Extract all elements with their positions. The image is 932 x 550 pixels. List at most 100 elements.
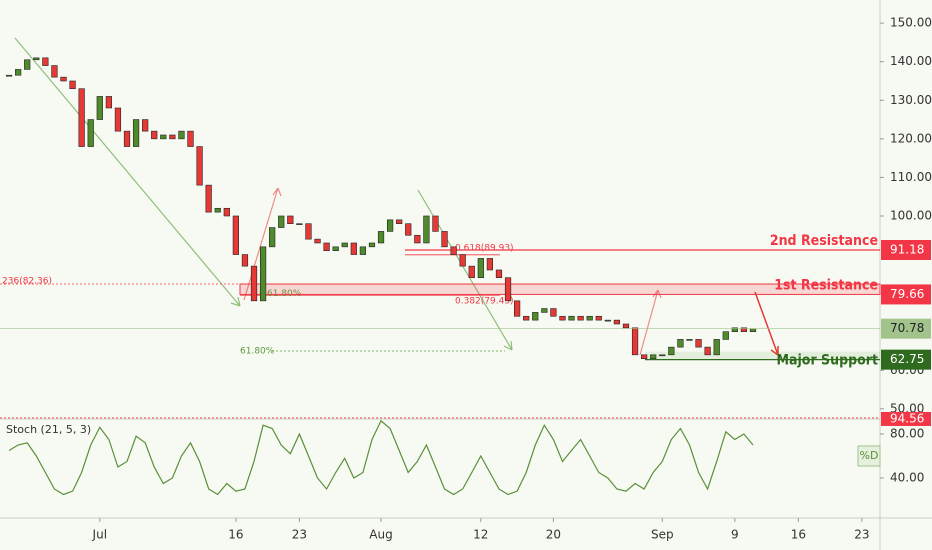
- level-label: Major Support: [776, 353, 878, 369]
- candle: [114, 107, 122, 132]
- y-tick-label: 100.00: [890, 208, 932, 222]
- candle: [205, 184, 212, 213]
- arrow: [754, 291, 779, 356]
- fib-label: 0.382(79.45): [455, 297, 514, 307]
- candle: [532, 312, 539, 321]
- candle: [323, 242, 330, 251]
- candle: [359, 246, 366, 255]
- price-box-label: 94.56: [890, 411, 924, 425]
- candle: [169, 134, 176, 140]
- candle: [87, 119, 94, 147]
- candle: [704, 346, 711, 356]
- candle: [196, 146, 203, 186]
- candle: [296, 223, 303, 225]
- candle: [695, 339, 702, 348]
- candle: [287, 215, 294, 224]
- y-tick-label: 110.00: [890, 170, 932, 184]
- candle: [504, 277, 512, 302]
- x-tick-label: Jul: [92, 528, 107, 542]
- price-box-label: 79.66: [890, 287, 924, 301]
- candle: [577, 315, 584, 321]
- x-tick-label: Sep: [651, 528, 674, 542]
- candle: [631, 327, 639, 356]
- x-tick-label: 16: [228, 528, 243, 542]
- candle: [42, 57, 49, 66]
- fib-label: 61.80%: [267, 289, 302, 299]
- x-tick-label: 23: [292, 528, 307, 542]
- arrows: [14, 37, 779, 356]
- fib-label: 236(82.36): [2, 277, 52, 287]
- fib-label: 0.618(89.93): [455, 243, 514, 253]
- candle: [232, 215, 239, 255]
- price-box-label: 91.18: [890, 243, 924, 257]
- candle: [105, 96, 112, 109]
- candle: [450, 246, 457, 255]
- candle: [559, 315, 566, 321]
- x-tick-label: 20: [546, 528, 561, 542]
- candle: [123, 130, 131, 147]
- candle: [650, 354, 657, 359]
- candle: [142, 119, 149, 132]
- candle: [749, 328, 757, 332]
- candle: [341, 242, 348, 248]
- candle: [568, 315, 575, 321]
- candle: [659, 354, 666, 357]
- candle: [314, 238, 321, 244]
- price-box: [881, 284, 931, 305]
- candle: [278, 215, 285, 228]
- candle: [33, 57, 40, 61]
- candle: [78, 88, 85, 147]
- candle: [495, 269, 503, 278]
- resistance-zone: [239, 283, 881, 295]
- candle: [713, 339, 720, 356]
- candle: [69, 80, 76, 90]
- price-box: [881, 411, 931, 426]
- level-label: 2nd Resistance: [770, 233, 878, 249]
- arrow: [14, 37, 241, 307]
- candle: [740, 327, 748, 332]
- candle: [132, 119, 140, 147]
- candle: [368, 242, 376, 248]
- price-box-label: 70.78: [890, 321, 924, 335]
- candle: [486, 258, 494, 271]
- candle: [96, 96, 103, 120]
- candle: [514, 300, 521, 317]
- candle: [178, 130, 185, 140]
- level-label: 1st Resistance: [774, 277, 878, 293]
- candle: [5, 74, 13, 77]
- indicator-title: Stoch (21, 5, 3): [6, 423, 91, 436]
- candle: [414, 234, 421, 244]
- candle: [604, 319, 611, 322]
- legend-box: [857, 445, 881, 467]
- candle: [214, 207, 221, 213]
- candle: [377, 231, 385, 244]
- candle: [668, 346, 675, 356]
- candle: [677, 339, 684, 348]
- candle: [250, 265, 258, 302]
- candle: [60, 76, 67, 82]
- support-zone: [645, 351, 880, 360]
- candle: [241, 254, 249, 267]
- indicator-line: [8, 419, 754, 496]
- candle: [15, 69, 22, 76]
- y-tick-label: 150.00: [890, 16, 932, 30]
- candle: [223, 207, 230, 217]
- candle: [305, 223, 312, 240]
- candle: [423, 215, 430, 244]
- candle: [641, 354, 648, 359]
- x-tick-label: 23: [854, 528, 869, 542]
- candle: [187, 130, 194, 147]
- y-tick-label: 130.00: [890, 93, 932, 107]
- arrow: [243, 187, 282, 301]
- x-tick-label: Aug: [369, 528, 392, 542]
- candle: [441, 231, 448, 248]
- candle: [386, 219, 394, 232]
- candle: [586, 315, 593, 321]
- x-tick-label: 9: [731, 528, 739, 542]
- candle: [595, 315, 602, 321]
- candle: [151, 130, 158, 140]
- price-box-label: 62.75: [890, 352, 924, 366]
- candle: [259, 246, 267, 302]
